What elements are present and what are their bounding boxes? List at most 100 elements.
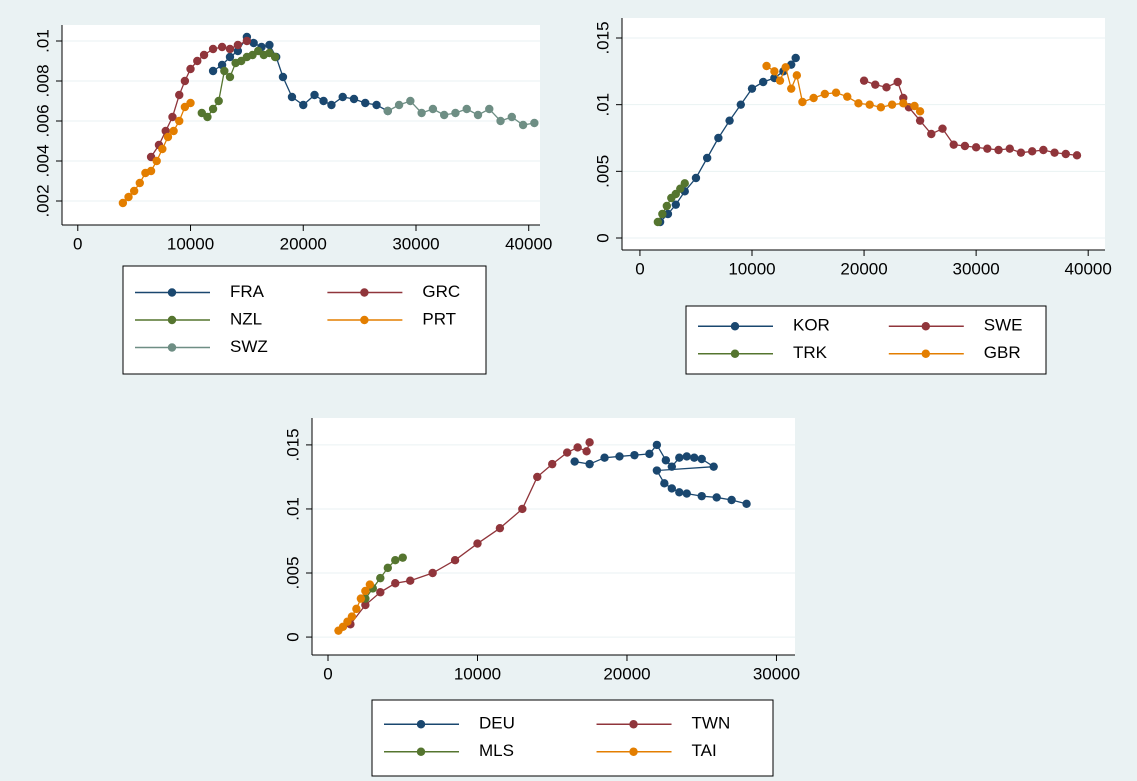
x-tick-label: 20000 <box>603 664 650 683</box>
y-tick-label: .01 <box>283 497 302 521</box>
point <box>915 116 925 125</box>
y-tick-label: .015 <box>593 21 612 54</box>
point <box>391 556 400 565</box>
point <box>927 129 936 139</box>
point <box>675 488 684 497</box>
point <box>319 96 328 106</box>
point <box>798 97 807 107</box>
y-tick-label: .005 <box>283 556 302 589</box>
point <box>129 186 139 196</box>
point <box>186 64 195 74</box>
point <box>203 112 212 122</box>
point <box>667 462 677 471</box>
point <box>118 198 128 208</box>
legend-label: GRC <box>422 282 460 301</box>
point <box>1016 148 1026 157</box>
point <box>843 92 852 101</box>
point <box>225 72 235 82</box>
point <box>175 116 184 126</box>
point <box>615 452 624 461</box>
point <box>781 63 790 72</box>
point <box>180 76 190 86</box>
legend-label: NZL <box>230 309 262 328</box>
point <box>585 459 594 469</box>
legend-label: TWN <box>692 714 731 733</box>
point <box>747 84 757 93</box>
point <box>697 454 706 464</box>
point <box>168 112 177 122</box>
point <box>1027 147 1037 156</box>
point <box>899 99 908 108</box>
point <box>406 96 415 106</box>
point <box>518 120 528 130</box>
point <box>736 100 745 109</box>
y-tick-label: .006 <box>33 104 52 137</box>
point <box>169 126 178 136</box>
point <box>910 101 919 111</box>
point <box>462 104 471 114</box>
point <box>645 449 654 459</box>
point <box>725 116 734 125</box>
point <box>1039 145 1048 155</box>
legend-marker <box>167 343 177 352</box>
point <box>193 56 202 66</box>
x-tick-label: 10000 <box>454 664 501 683</box>
point <box>702 153 712 163</box>
point <box>473 539 482 548</box>
point <box>548 459 557 469</box>
legend-label: PRT <box>422 309 456 328</box>
point <box>186 98 195 108</box>
legend-marker <box>730 349 740 358</box>
point <box>278 72 288 82</box>
point <box>660 479 669 488</box>
y-tick-label: .015 <box>283 428 302 461</box>
point <box>680 179 689 188</box>
legend-marker <box>921 322 930 331</box>
point <box>394 100 404 110</box>
point <box>175 90 184 100</box>
legend-marker <box>730 322 740 331</box>
x-tick-label: 0 <box>73 234 82 253</box>
point <box>971 143 981 152</box>
legend-marker <box>921 349 930 358</box>
point <box>208 66 218 76</box>
point <box>199 50 209 60</box>
point <box>208 44 218 54</box>
point <box>473 110 483 120</box>
point <box>135 178 144 188</box>
point <box>714 133 723 143</box>
point <box>1005 144 1014 153</box>
legend-marker <box>629 747 638 756</box>
point <box>690 453 699 462</box>
point <box>1050 148 1059 157</box>
point <box>428 568 437 578</box>
x-tick-label: 10000 <box>728 259 775 278</box>
legend-label: TRK <box>793 343 828 362</box>
point <box>570 457 579 466</box>
plot-area <box>622 18 1105 250</box>
point <box>233 46 243 56</box>
point <box>270 52 280 62</box>
legend-marker <box>167 288 177 297</box>
point <box>791 53 800 63</box>
y-tick-label: .01 <box>33 29 52 53</box>
point <box>667 484 677 493</box>
point <box>871 80 880 89</box>
y-tick-label: 0 <box>283 632 302 641</box>
point <box>727 495 736 505</box>
point <box>859 76 869 85</box>
legend <box>685 305 1047 375</box>
point <box>383 106 393 116</box>
point <box>299 100 308 110</box>
plot-area <box>62 25 540 225</box>
x-tick-label: 30000 <box>753 664 800 683</box>
x-tick-label: 20000 <box>840 259 887 278</box>
point <box>530 118 539 128</box>
point <box>949 140 958 149</box>
point <box>217 42 227 52</box>
point <box>365 580 375 589</box>
point <box>887 100 897 109</box>
point <box>600 453 609 462</box>
point <box>152 156 161 166</box>
